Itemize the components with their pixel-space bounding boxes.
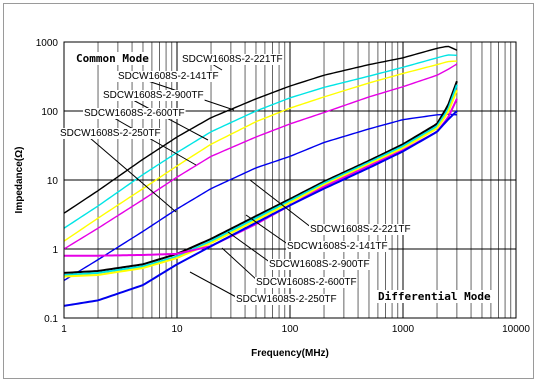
common-mode-label: Common Mode — [76, 52, 149, 65]
leader-line — [132, 99, 209, 141]
series-label-differential-9: SDCW1608S-2-250TF — [236, 294, 337, 305]
series-line-common-0 — [63, 45, 458, 214]
y-tick-label: 1000 — [36, 38, 59, 49]
x-tick-label: 1 — [61, 324, 67, 335]
series-label-bg — [102, 90, 205, 101]
x-tick-label: 100 — [282, 324, 299, 335]
series-line-common-4 — [63, 113, 457, 282]
series-line-differential-9 — [63, 110, 458, 307]
x-tick-label: 1000 — [392, 324, 415, 335]
series-line-differential-7 — [63, 89, 458, 278]
series-label-common-4: SDCW1608S-2-250TF — [60, 128, 161, 139]
series-label-bg — [59, 128, 162, 139]
series-label-common-1: SDCW1608S-2-141TF — [118, 71, 219, 82]
x-tick-label: 10 — [171, 324, 183, 335]
differential-mode-label: Differential Mode — [378, 290, 491, 303]
mode-label-bg — [376, 290, 493, 303]
series-line-common-1 — [63, 54, 457, 229]
y-tick-label: 10 — [47, 176, 59, 187]
y-tick-label: 100 — [41, 107, 58, 118]
series-label-bg — [286, 241, 389, 252]
leader-line — [249, 179, 313, 229]
y-tick-label: 1 — [52, 245, 58, 256]
leader-line — [113, 117, 197, 166]
series-labels: SDCW1608S-2-221TF SDCW1608S-2-141TF SDCW16… — [59, 54, 412, 305]
series-label-bg — [255, 277, 358, 288]
series-line-common-2 — [63, 60, 457, 242]
x-tick-label: 10000 — [502, 324, 530, 335]
series-line-differential-6 — [63, 84, 458, 276]
series-label-bg — [235, 294, 338, 305]
series-lines — [63, 45, 458, 307]
series-label-common-3: SDCW1608S-2-600TF — [84, 108, 185, 119]
series-label-common-2: SDCW1608S-2-900TF — [103, 90, 204, 101]
leader-line — [189, 271, 239, 299]
series-label-common-0: SDCW1608S-2-221TF — [182, 54, 283, 65]
series-label-bg — [83, 108, 186, 119]
leader-line — [245, 214, 290, 246]
y-axis-title: Impedance(Ω) — [14, 147, 25, 214]
y-tick-label: 0.1 — [44, 314, 58, 325]
mode-label-bg — [74, 52, 152, 65]
series-label-bg — [309, 224, 412, 235]
series-label-differential-7: SDCW1608S-2-900TF — [269, 259, 370, 270]
leader-line — [89, 137, 177, 213]
leader-line — [227, 231, 272, 264]
series-label-differential-5: SDCW1608S-2-221TF — [310, 224, 411, 235]
leader-line — [221, 247, 259, 282]
series-label-differential-8: SDCW1608S-2-600TF — [256, 277, 357, 288]
series-label-bg — [268, 259, 371, 270]
chart-frame — [3, 3, 534, 379]
series-line-common-3 — [63, 63, 458, 250]
x-axis-title: Frequency(MHz) — [251, 348, 329, 359]
plot-border — [63, 41, 517, 319]
series-label-differential-6: SDCW1608S-2-141TF — [287, 241, 388, 252]
series-label-bg — [117, 71, 220, 82]
series-line-differential-5 — [63, 80, 458, 274]
series-label-bg — [181, 54, 284, 65]
